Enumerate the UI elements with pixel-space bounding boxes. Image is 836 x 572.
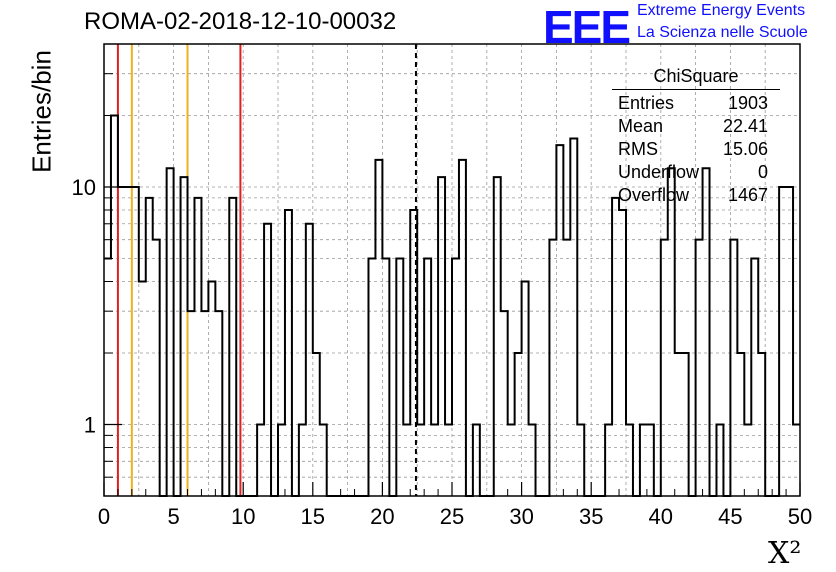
histogram-series — [104, 114, 800, 497]
stats-row-underflow: Underflow 0 — [612, 161, 780, 184]
logo-subtitle-1: Extreme Energy Events — [637, 2, 806, 19]
stats-value: 1467 — [727, 185, 768, 205]
stats-label: Mean — [618, 116, 664, 136]
x-tick-label: 40 — [649, 504, 673, 529]
stats-label: RMS — [618, 139, 658, 159]
logo-subtitle-2: La Scienza nelle Scuole — [637, 24, 808, 41]
stats-row-entries: Entries 1903 — [612, 92, 780, 115]
stats-label: Overflow — [618, 185, 690, 205]
stats-row-overflow: Overflow 1467 — [612, 184, 780, 207]
stats-row-mean: Mean 22.41 — [612, 115, 780, 138]
stats-title: ChiSquare — [612, 66, 780, 90]
x-tick-label: 5 — [167, 504, 179, 529]
stats-label: Underflow — [618, 162, 700, 182]
y-tick-label: 1 — [84, 413, 96, 438]
x-tick-label: 45 — [718, 504, 742, 529]
stats-value: 1903 — [727, 93, 768, 113]
x-tick-label: 30 — [509, 504, 533, 529]
x-tick-label: 10 — [231, 504, 255, 529]
stats-value: 0 — [757, 162, 768, 182]
chart-title: ROMA-02-2018-12-10-00032 — [84, 8, 397, 35]
x-tick-label: 25 — [440, 504, 464, 529]
x-tick-label: 50 — [788, 504, 812, 529]
stats-label: Entries — [618, 93, 675, 113]
x-axis-label: X² — [768, 536, 802, 571]
stats-value: 15.06 — [722, 139, 768, 159]
y-tick-label: 10 — [72, 175, 96, 200]
x-tick-label: 0 — [98, 504, 110, 529]
stats-row-rms: RMS 15.06 — [612, 138, 780, 161]
x-tick-label: 15 — [301, 504, 325, 529]
x-tick-label: 20 — [370, 504, 394, 529]
stats-value: 22.41 — [722, 116, 768, 136]
x-tick-label: 35 — [579, 504, 603, 529]
stats-box: ChiSquare Entries 1903 Mean 22.41 RMS 15… — [612, 66, 780, 207]
